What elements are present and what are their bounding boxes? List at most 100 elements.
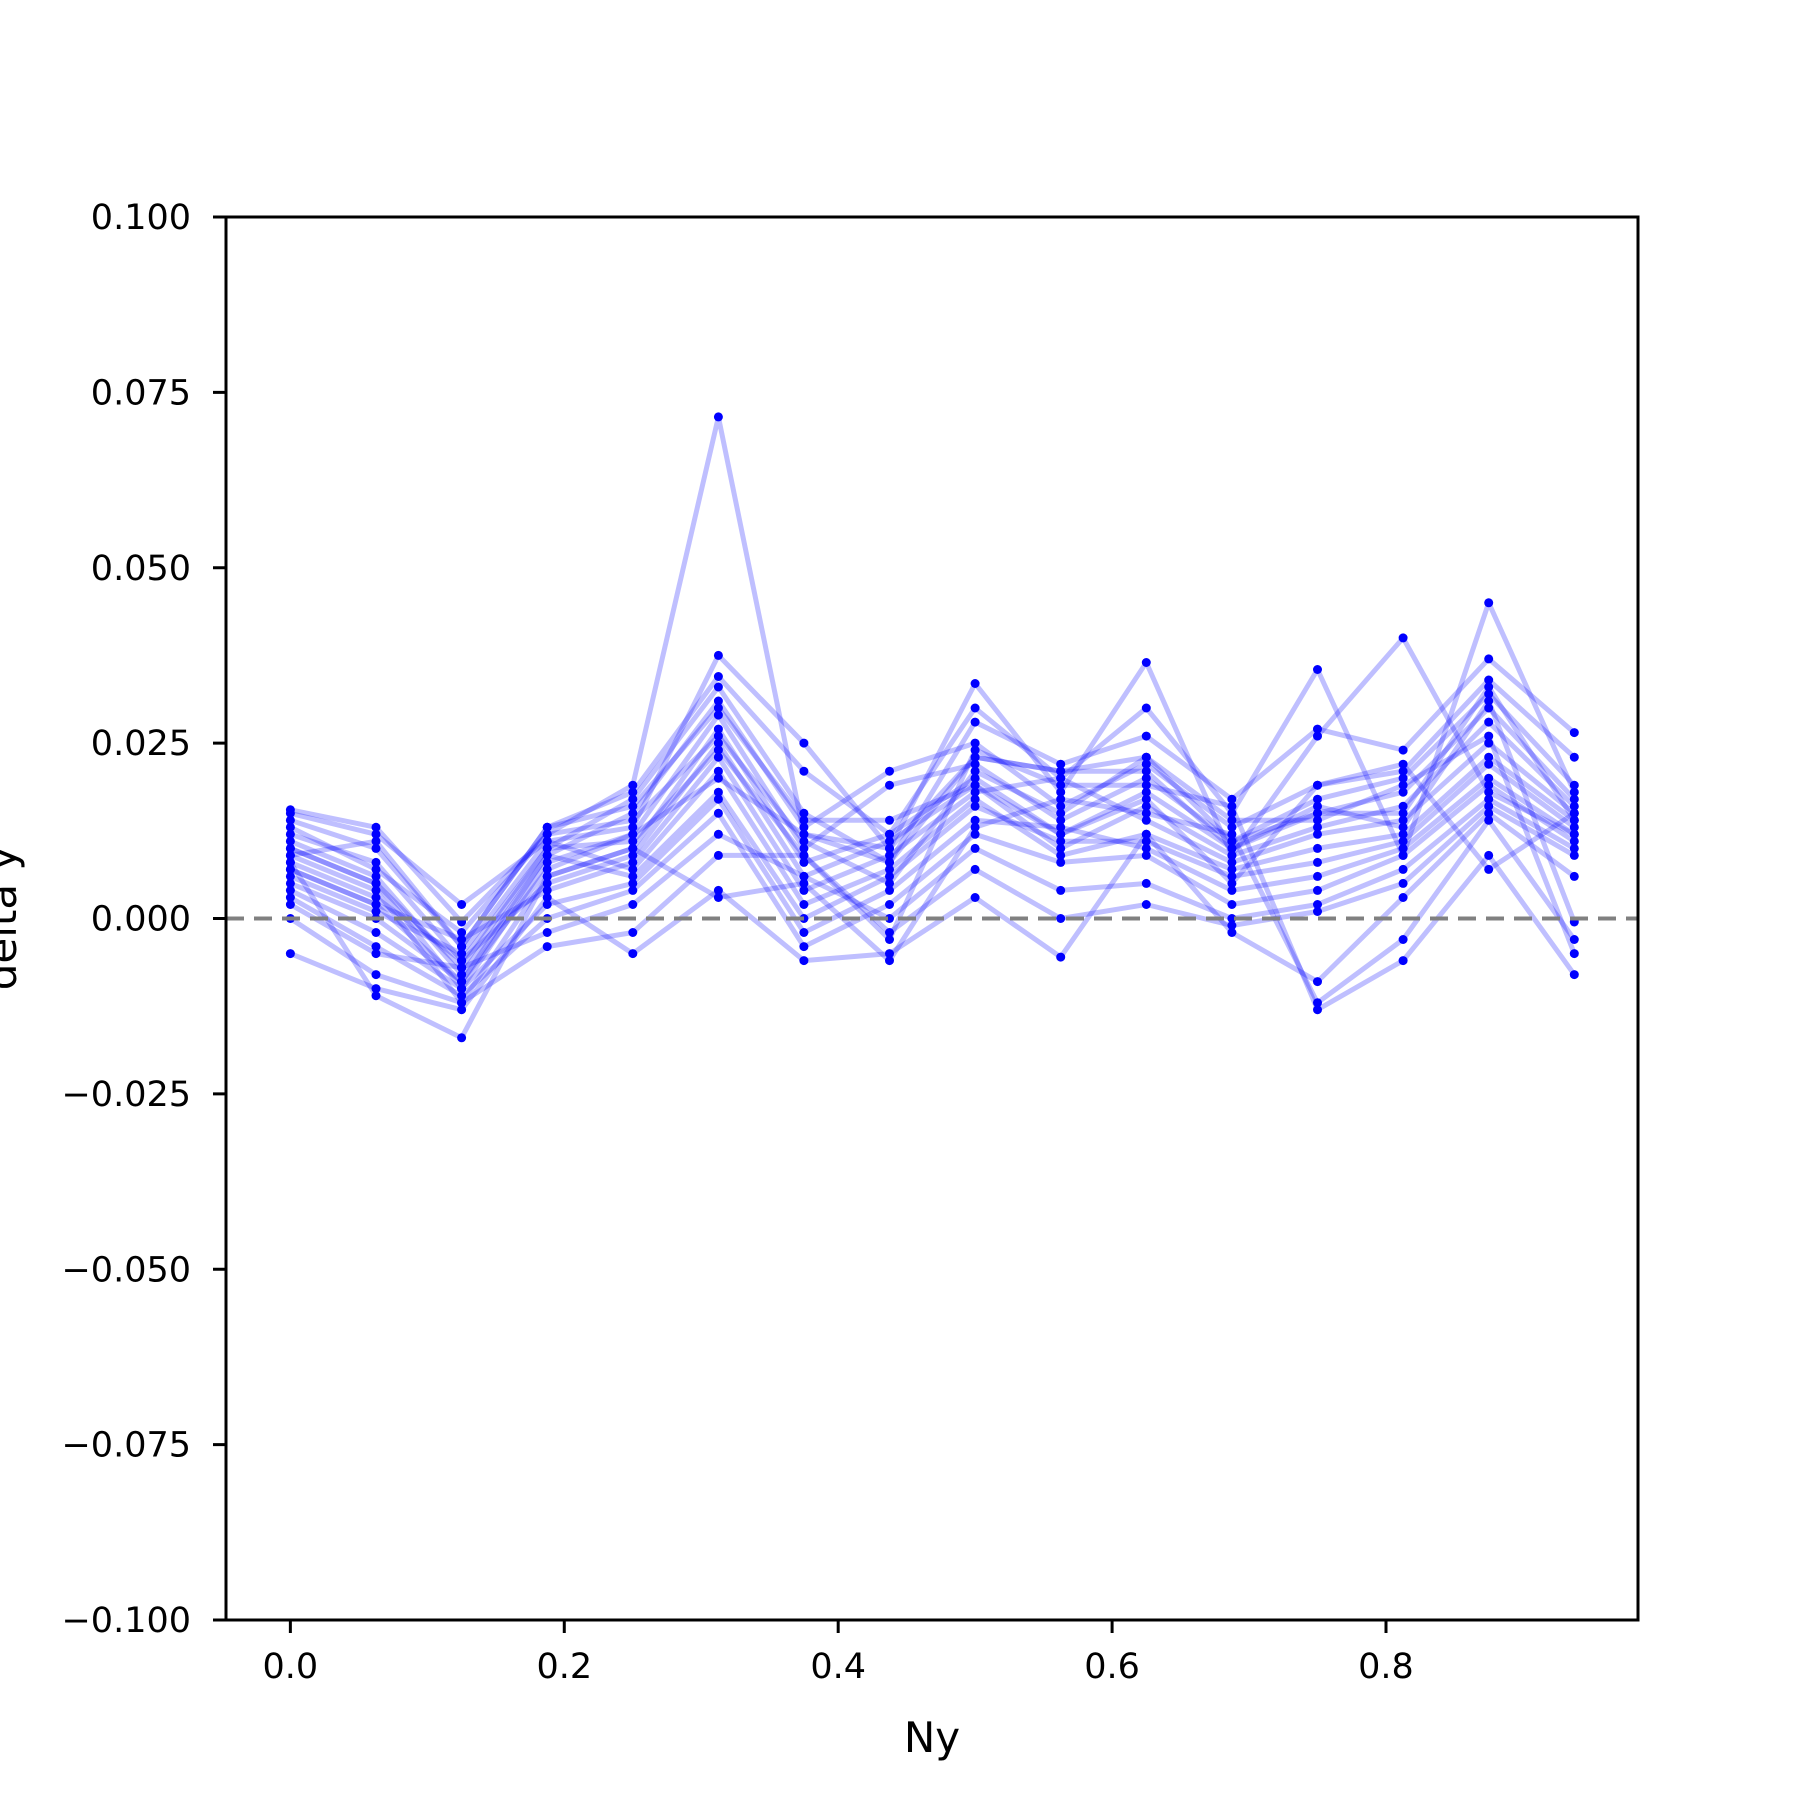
- data-point: [885, 928, 894, 937]
- data-point: [1141, 829, 1151, 839]
- data-point: [713, 724, 723, 734]
- data-point: [970, 738, 980, 748]
- series-line-7: [289, 705, 1577, 1006]
- y-axis: 0.100 0.075 0.050 0.025 0.000 −0.025 −0.050 −0.…: [61, 198, 226, 1641]
- y-tick-label: −0.050: [61, 1250, 191, 1290]
- data-point: [1398, 878, 1408, 888]
- data-point: [1227, 921, 1237, 930]
- data-point: [1227, 864, 1237, 874]
- data-point: [285, 885, 295, 895]
- data-point: [1484, 731, 1494, 741]
- data-point: [1484, 738, 1494, 748]
- data-point: [628, 928, 638, 937]
- data-point: [1141, 836, 1151, 846]
- data-point: [970, 893, 980, 902]
- data-point: [885, 780, 894, 790]
- data-point: [1398, 633, 1408, 643]
- data-point: [457, 1033, 467, 1043]
- data-point: [628, 885, 638, 895]
- data-point: [1313, 724, 1322, 734]
- data-point: [542, 942, 552, 952]
- data-point: [285, 900, 295, 909]
- data-point: [1569, 970, 1579, 980]
- series-line-3: [289, 600, 1577, 950]
- data-point: [885, 864, 894, 874]
- data-point: [1484, 808, 1494, 818]
- data-point: [970, 794, 980, 804]
- data-point: [628, 900, 638, 909]
- data-point: [713, 808, 723, 818]
- data-point: [1398, 836, 1408, 846]
- data-point: [1056, 808, 1066, 818]
- data-point: [1484, 801, 1494, 811]
- data-point: [970, 679, 980, 688]
- data-point: [371, 942, 381, 952]
- data-point: [1484, 682, 1494, 692]
- data-point: [713, 893, 723, 902]
- data-point: [799, 822, 809, 832]
- data-point: [457, 935, 467, 944]
- data-point: [1484, 717, 1494, 727]
- series-line-1: [289, 414, 1577, 925]
- data-point: [1141, 773, 1151, 783]
- data-point: [457, 977, 467, 987]
- data-point: [1398, 801, 1408, 811]
- data-point: [1227, 900, 1237, 909]
- data-point: [1141, 815, 1151, 825]
- data-point: [1569, 728, 1579, 738]
- data-point: [713, 703, 723, 713]
- data-point: [628, 864, 638, 874]
- data-point: [371, 928, 381, 937]
- data-point: [1484, 787, 1494, 797]
- series-line-4: [289, 656, 1576, 964]
- data-point: [1141, 794, 1151, 804]
- data-point: [1569, 949, 1579, 959]
- data-point: [799, 808, 809, 818]
- data-point: [457, 928, 467, 937]
- data-point: [713, 885, 723, 895]
- data-point: [1569, 752, 1579, 762]
- data-point: [1313, 885, 1322, 895]
- data-point: [1484, 752, 1494, 762]
- x-tick-label: 0.0: [263, 1647, 319, 1687]
- data-point: [1227, 829, 1237, 839]
- data-point: [970, 815, 980, 825]
- data-point: [371, 885, 381, 895]
- data-point: [1313, 871, 1322, 881]
- data-point: [1227, 914, 1237, 923]
- data-point: [628, 787, 638, 797]
- series-line-21: [289, 698, 1577, 985]
- data-point: [285, 857, 295, 867]
- data-point: [799, 766, 809, 776]
- data-point: [628, 794, 638, 804]
- data-point: [285, 878, 295, 888]
- series-line-5: [289, 677, 1576, 978]
- data-point: [970, 843, 980, 853]
- data-point: [1569, 801, 1579, 811]
- data-point: [885, 829, 894, 839]
- data-point: [1141, 801, 1151, 811]
- data-point: [1569, 815, 1579, 825]
- data-point: [713, 829, 723, 839]
- data-point: [1484, 696, 1494, 706]
- data-point: [1056, 815, 1066, 825]
- data-point: [371, 829, 381, 839]
- data-point: [1313, 801, 1322, 811]
- data-point: [628, 857, 638, 867]
- data-point: [628, 815, 638, 825]
- data-point: [1056, 857, 1066, 867]
- data-point: [542, 893, 552, 902]
- data-point: [457, 963, 467, 973]
- data-point: [885, 836, 894, 846]
- data-point: [970, 801, 980, 811]
- data-point: [970, 766, 980, 776]
- data-point: [1313, 1005, 1322, 1015]
- data-point: [542, 843, 552, 853]
- x-tick-label: 0.4: [810, 1647, 866, 1687]
- data-point: [1398, 787, 1408, 797]
- data-point: [713, 850, 723, 860]
- series-line-6: [289, 691, 1577, 992]
- data-point: [1227, 843, 1237, 853]
- data-point: [1484, 780, 1494, 790]
- data-point: [1313, 829, 1322, 839]
